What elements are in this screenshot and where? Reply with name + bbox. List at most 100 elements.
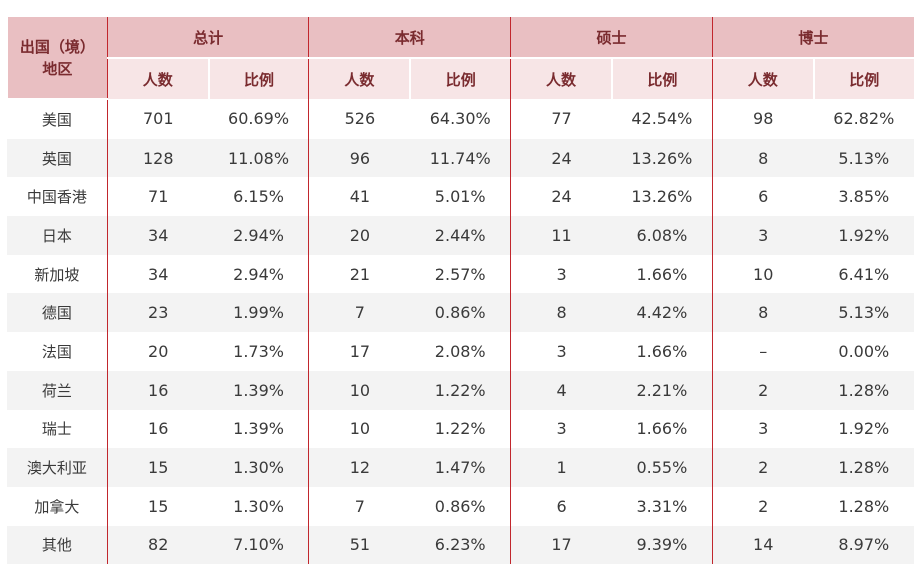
count-cell: 3 [510,332,612,371]
region-cell: 瑞士 [7,409,108,449]
count-cell: 15 [106,448,209,487]
ratio-cell: 60.69% [208,99,309,139]
group-header-doctor: 博士 [711,17,914,59]
subheader-count: 人数 [510,58,612,99]
count-cell: 16 [106,370,209,410]
ratio-cell: 1.66% [611,409,713,449]
ratio-cell: 1.99% [208,293,309,333]
count-cell: 16 [106,409,209,449]
ratio-cell: 4.42% [611,293,713,333]
region-cell: 荷兰 [7,370,108,410]
ratio-cell: 6.15% [208,177,309,217]
table-row: 新加坡 34 2.94% 21 2.57% 3 1.66% 10 6.41% [7,254,914,294]
table-row: 瑞士 16 1.39% 10 1.22% 3 1.66% 3 1.92% [7,409,914,449]
ratio-cell: 5.13% [813,293,914,333]
table-row: 法国 20 1.73% 17 2.08% 3 1.66% –0.00% [7,332,914,371]
ratio-cell: 13.26% [611,177,713,217]
count-cell: 96 [308,138,411,178]
count-cell: 701 [106,99,209,139]
count-cell: 526 [308,99,411,139]
group-header-undergrad: 本科 [308,17,511,59]
ratio-cell: 1.28% [813,486,914,526]
region-header-line1: 出国（境） [19,37,95,56]
ratio-cell: 64.30% [410,99,511,139]
ratio-cell: 1.39% [208,370,309,410]
count-cell: 82 [106,525,209,565]
ratio-cell: 11.74% [410,138,511,178]
region-column-header: 出国（境） 地区 [5,17,108,100]
count-cell: 7 [308,293,411,333]
ratio-cell: 1.30% [208,448,309,487]
count-cell: 71 [106,177,209,217]
table-container: 出国（境） 地区 总计 本科 硕士 博士 人数 比例 人数 比例 人数 比例 人… [5,17,914,565]
ratio-cell: 1.28% [813,448,914,487]
region-cell: 美国 [7,99,108,139]
count-cell: 17 [510,525,612,565]
count-cell: 3 [510,254,612,294]
ratio-cell: 1.47% [410,448,511,487]
count-cell: 15 [106,486,209,526]
ratio-cell: 2.21% [611,370,713,410]
count-cell: 17 [308,332,411,371]
table-row: 澳大利亚 15 1.30% 12 1.47% 1 0.55% 2 1.28% [7,448,914,487]
count-cell: 1 [510,448,612,487]
count-cell: 23 [106,293,209,333]
group-header-master: 硕士 [510,17,713,59]
region-cell: 澳大利亚 [7,448,108,487]
subheader-ratio: 比例 [409,58,511,99]
ratio-cell: 6.41% [813,254,914,294]
group-header-total: 总计 [106,17,309,59]
ratio-cell: 9.39% [611,525,713,565]
subheader-count: 人数 [308,58,411,99]
table-row: 加拿大 15 1.30% 7 0.86% 6 3.31% 2 1.28% [7,486,914,526]
ratio-cell: 1.22% [410,370,511,410]
region-cell: 德国 [7,293,108,333]
ratio-cell: 1.73% [208,332,309,371]
count-cell: 3 [711,409,814,449]
count-cell: 2 [711,486,814,526]
ratio-cell: 1.92% [813,216,914,255]
table-row: 英国 128 11.08% 96 11.74% 24 13.26% 8 5.13% [7,138,914,178]
count-cell: 14 [711,525,814,565]
count-cell: 12 [308,448,411,487]
ratio-cell: 5.13% [813,138,914,178]
count-cell: 20 [106,332,209,371]
subheader-ratio: 比例 [207,58,309,99]
count-cell: 128 [106,138,209,178]
count-cell: 6 [510,486,612,526]
count-cell: 4 [510,370,612,410]
ratio-cell: 6.23% [410,525,511,565]
table-row: 德国 23 1.99% 7 0.86% 8 4.42% 8 5.13% [7,293,914,333]
subheader-count: 人数 [106,58,209,99]
count-cell: 8 [711,138,814,178]
ratio-cell: 1.22% [410,409,511,449]
region-cell: 法国 [7,332,108,371]
ratio-cell: 2.94% [208,254,309,294]
count-cell: 34 [106,254,209,294]
region-cell: 加拿大 [7,486,108,526]
table-row: 中国香港 71 6.15% 41 5.01% 24 13.26% 6 3.85% [7,177,914,217]
header-row-subcolumns: 人数 比例 人数 比例 人数 比例 人数 比例 [7,58,914,99]
count-cell: 2 [711,448,814,487]
count-cell: 8 [711,293,814,333]
ratio-cell: 1.28% [813,370,914,410]
region-cell: 中国香港 [7,177,108,217]
table-row: 美国 701 60.69% 526 64.30% 77 42.54% 98 62.82% [7,99,914,139]
count-cell: 24 [510,138,612,178]
count-cell: – [711,332,814,371]
ratio-cell: 0.86% [410,486,511,526]
region-cell: 英国 [7,138,108,178]
ratio-cell: 42.54% [611,99,713,139]
region-cell: 其他 [7,525,108,565]
count-cell: 3 [711,216,814,255]
count-cell: 8 [510,293,612,333]
count-cell: 10 [308,370,411,410]
count-cell: 98 [711,99,814,139]
table-row: 日本 34 2.94% 20 2.44% 11 6.08% 3 1.92% [7,216,914,255]
count-cell: 11 [510,216,612,255]
count-cell: 24 [510,177,612,217]
ratio-cell: 1.66% [611,332,713,371]
study-abroad-table: 出国（境） 地区 总计 本科 硕士 博士 人数 比例 人数 比例 人数 比例 人… [5,17,914,565]
count-cell: 10 [711,254,814,294]
region-header-line2: 地区 [42,59,73,78]
